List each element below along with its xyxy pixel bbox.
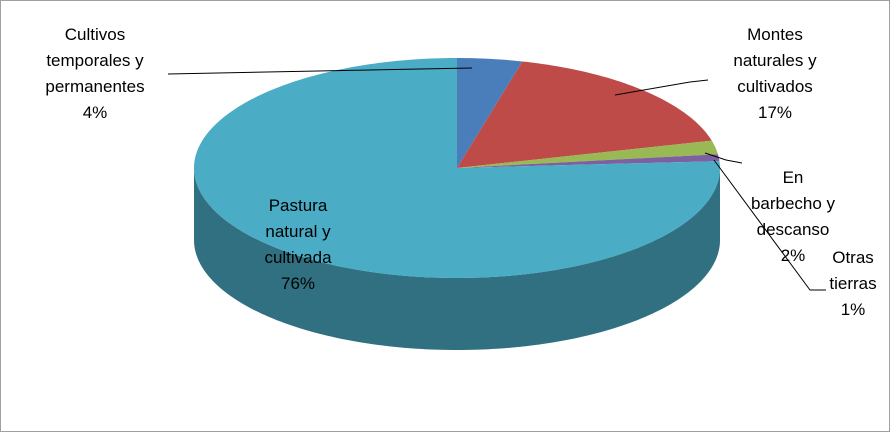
category-label: Pastura natural y cultivada [264,196,332,267]
data-label: Pastura natural y cultivada 76% [253,193,343,297]
pie-slice [457,61,712,168]
category-label: Montes naturales y cultivados [733,25,817,96]
value-label: 2% [780,246,806,265]
leader-line [167,67,473,75]
value-label: 17% [757,103,793,122]
pie-side [194,168,720,350]
data-label: En barbecho y descanso 2% [749,165,837,269]
category-label: Otras tierras [829,248,877,293]
pie-slice [457,58,523,168]
leader-line [614,79,709,96]
category-label: En barbecho y descanso [750,168,836,239]
leader-line [704,152,743,164]
pie [194,58,720,350]
data-label: Montes naturales y cultivados 17% [720,22,830,126]
data-label: Cultivos temporales y permanentes 4% [40,22,150,126]
category-label: Cultivos temporales y permanentes [45,25,145,96]
value-label: 1% [840,300,866,319]
leader-line [713,159,826,291]
pie-slice [457,154,720,168]
pie-side-shade [194,168,720,350]
value-label: 76% [280,274,316,293]
data-label: Otras tierras 1% [822,245,884,323]
value-label: 4% [82,103,108,122]
pie-slice [194,58,720,278]
pie-slice [457,140,718,168]
